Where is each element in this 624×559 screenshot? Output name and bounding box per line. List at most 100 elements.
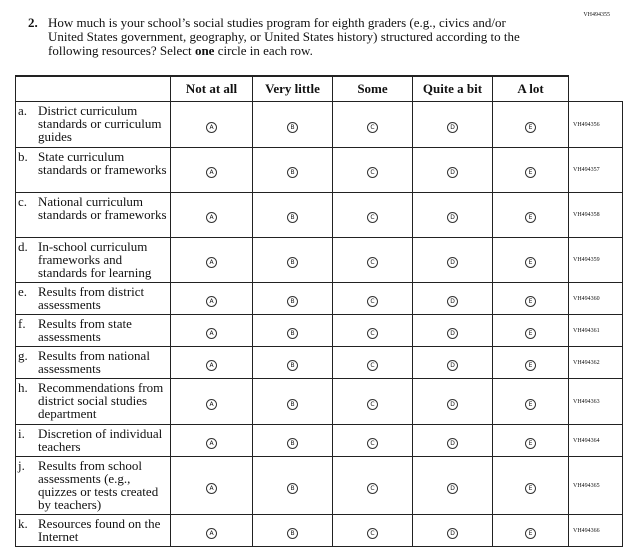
- response-bubble[interactable]: B: [287, 121, 298, 133]
- bubble-cell: B: [252, 346, 333, 379]
- response-bubble[interactable]: E: [525, 482, 536, 494]
- row-letter: c.: [18, 194, 28, 209]
- response-bubble[interactable]: C: [367, 121, 378, 133]
- row-letter: f.: [18, 316, 26, 331]
- response-bubble[interactable]: D: [447, 398, 458, 410]
- response-bubble[interactable]: A: [206, 121, 217, 133]
- response-bubble[interactable]: B: [287, 295, 298, 307]
- response-bubble[interactable]: B: [287, 527, 298, 539]
- response-bubble[interactable]: C: [367, 527, 378, 539]
- response-bubble[interactable]: E: [525, 121, 536, 133]
- question-row: f. Results from state assessments A B C D E VH4…: [15, 314, 623, 347]
- response-bubble[interactable]: B: [287, 257, 298, 268]
- response-bubble[interactable]: C: [367, 327, 378, 339]
- row-text: Resources found on the Internet: [38, 516, 161, 544]
- bubble-cell: A: [170, 514, 253, 547]
- row-letter: d.: [18, 239, 28, 254]
- response-bubble[interactable]: C: [367, 257, 378, 268]
- row-text: District curriculum standards or curricu…: [38, 103, 162, 144]
- response-bubble[interactable]: A: [206, 167, 217, 178]
- response-bubble[interactable]: D: [447, 327, 458, 339]
- bubble-cell: C: [332, 282, 413, 315]
- question-row: i. Discretion of individual teachers A B C D E…: [15, 424, 623, 457]
- response-bubble[interactable]: B: [287, 327, 298, 339]
- bubble-cell: D: [412, 237, 493, 283]
- response-bubble[interactable]: B: [287, 167, 298, 178]
- bubble-cell: E: [492, 282, 569, 315]
- response-bubble[interactable]: B: [287, 212, 298, 223]
- response-bubble[interactable]: D: [447, 257, 458, 268]
- response-bubble[interactable]: E: [525, 167, 536, 178]
- row-label: i. Discretion of individual teachers: [15, 424, 171, 457]
- row-code: VH494356: [568, 101, 623, 148]
- response-bubble[interactable]: D: [447, 212, 458, 223]
- response-bubble[interactable]: E: [525, 257, 536, 268]
- row-text: National curriculum standards or framewo…: [38, 194, 167, 222]
- response-bubble[interactable]: A: [206, 257, 217, 268]
- bubble-cell: E: [492, 456, 569, 515]
- question-row: h. Recommendations from district social s…: [15, 378, 623, 425]
- response-bubble[interactable]: A: [206, 527, 217, 539]
- response-bubble[interactable]: A: [206, 327, 217, 339]
- response-bubble[interactable]: C: [367, 482, 378, 494]
- response-bubble[interactable]: C: [367, 212, 378, 223]
- row-label: h. Recommendations from district social s…: [15, 378, 171, 425]
- response-bubble[interactable]: E: [525, 295, 536, 307]
- bubble-cell: B: [252, 192, 333, 238]
- bubble-cell: D: [412, 282, 493, 315]
- response-bubble[interactable]: E: [525, 212, 536, 223]
- bubble-cell: E: [492, 378, 569, 425]
- response-bubble[interactable]: E: [525, 437, 536, 449]
- response-bubble[interactable]: D: [447, 359, 458, 371]
- response-bubble[interactable]: E: [525, 398, 536, 410]
- bubble-cell: C: [332, 456, 413, 515]
- row-letter: h.: [18, 380, 28, 395]
- question-row: e. Results from district assessments A B C D E…: [15, 282, 623, 315]
- response-bubble[interactable]: A: [206, 398, 217, 410]
- response-bubble[interactable]: A: [206, 437, 217, 449]
- question-row: b. State curriculum standards or framewor…: [15, 147, 623, 193]
- row-code: VH494361: [568, 314, 623, 347]
- response-bubble[interactable]: B: [287, 437, 298, 449]
- question-row: a. District curriculum standards or curri…: [15, 101, 623, 148]
- response-bubble[interactable]: A: [206, 212, 217, 223]
- response-bubble[interactable]: B: [287, 398, 298, 410]
- bubble-cell: E: [492, 346, 569, 379]
- response-bubble[interactable]: C: [367, 398, 378, 410]
- response-bubble[interactable]: C: [367, 295, 378, 307]
- response-bubble[interactable]: A: [206, 359, 217, 371]
- bubble-cell: D: [412, 378, 493, 425]
- response-bubble[interactable]: E: [525, 527, 536, 539]
- response-bubble[interactable]: E: [525, 359, 536, 371]
- bubble-cell: E: [492, 237, 569, 283]
- text: How much is your school’s social studies…: [48, 15, 520, 58]
- response-bubble[interactable]: D: [447, 167, 458, 178]
- response-bubble[interactable]: C: [367, 437, 378, 449]
- row-text: Results from district assessments: [38, 284, 145, 312]
- response-bubble[interactable]: A: [206, 482, 217, 494]
- response-bubble[interactable]: D: [447, 295, 458, 307]
- bubble-cell: E: [492, 514, 569, 547]
- response-bubble[interactable]: B: [287, 482, 298, 494]
- response-bubble[interactable]: C: [367, 167, 378, 178]
- row-code: VH494364: [568, 424, 623, 457]
- response-bubble[interactable]: E: [525, 327, 536, 339]
- response-bubble[interactable]: D: [447, 437, 458, 449]
- response-bubble[interactable]: D: [447, 121, 458, 133]
- row-code: VH494357: [568, 147, 623, 193]
- response-bubble[interactable]: D: [447, 482, 458, 494]
- response-bubble[interactable]: C: [367, 359, 378, 371]
- row-text: In-school curriculum frameworks and stan…: [38, 239, 152, 280]
- response-bubble[interactable]: D: [447, 527, 458, 539]
- row-letter: i.: [18, 426, 25, 441]
- response-bubble[interactable]: B: [287, 359, 298, 371]
- bubble-cell: C: [332, 314, 413, 347]
- row-letter: j.: [18, 458, 25, 473]
- question-row: j. Results from school assessments (e.g.,…: [15, 456, 623, 515]
- bubble-cell: C: [332, 101, 413, 148]
- bubble-cell: D: [412, 346, 493, 379]
- bubble-cell: D: [412, 514, 493, 547]
- bubble-cell: E: [492, 101, 569, 148]
- response-bubble[interactable]: A: [206, 295, 217, 307]
- row-label: j. Results from school assessments (e.g.,…: [15, 456, 171, 515]
